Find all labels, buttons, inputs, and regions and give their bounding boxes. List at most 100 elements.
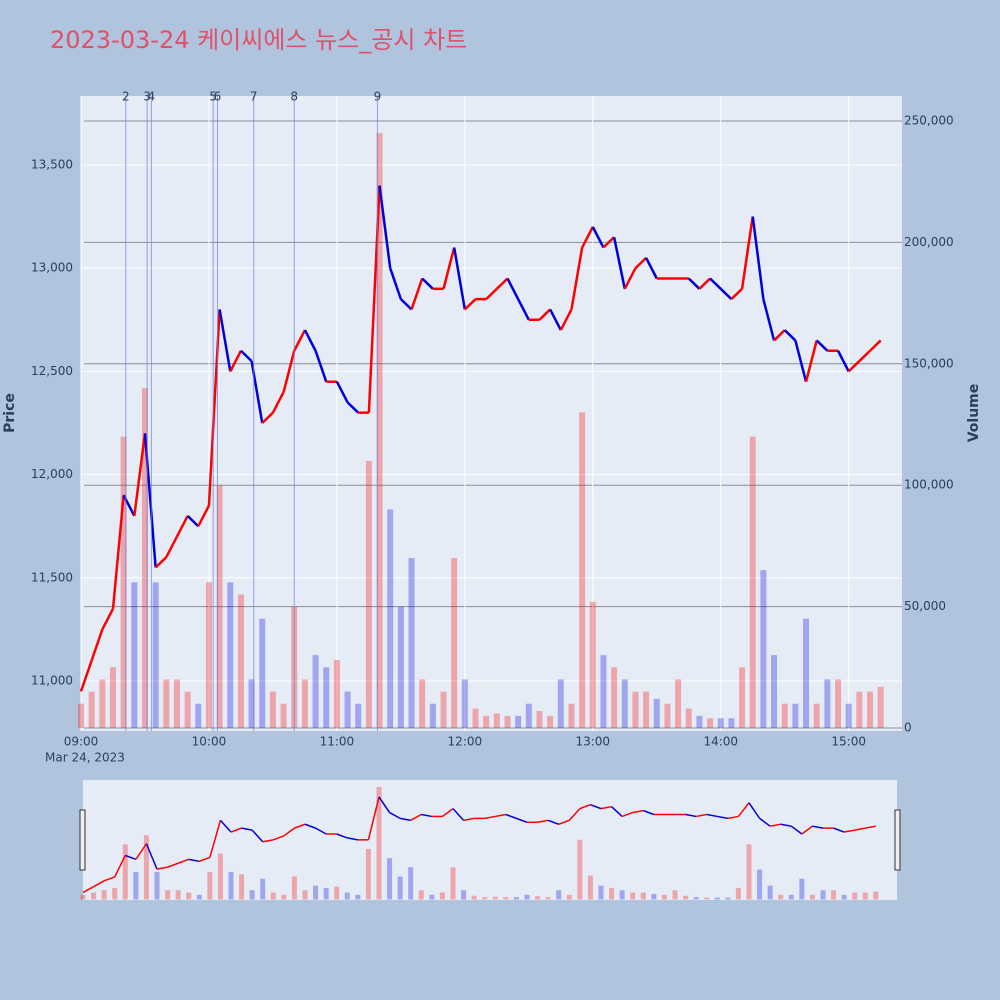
volume-bar	[387, 858, 393, 900]
volume-bar	[862, 892, 868, 900]
price-segment	[421, 813, 432, 818]
volume-bar	[163, 679, 170, 728]
price-segment	[558, 819, 570, 825]
price-segment	[154, 556, 168, 569]
volume-bar	[227, 582, 234, 728]
volume-bar	[536, 711, 543, 728]
volume-bar	[852, 892, 858, 900]
volume-bar	[228, 871, 234, 900]
price-segment	[410, 813, 422, 821]
y2-tick-label: 50,000	[904, 599, 946, 613]
price-segment	[537, 819, 549, 824]
volume-bar	[556, 890, 562, 900]
volume-bar	[122, 844, 128, 900]
volume-bar	[323, 667, 330, 728]
volume-bar	[835, 679, 842, 728]
price-segment	[547, 819, 559, 825]
volume-bar	[587, 875, 593, 900]
volume-bar	[239, 874, 245, 900]
range-slider[interactable]	[83, 780, 897, 900]
volume-bar	[714, 897, 720, 900]
price-segment	[240, 349, 253, 362]
price-segment	[135, 843, 148, 860]
price-segment	[93, 880, 105, 888]
slider-handle[interactable]	[79, 809, 86, 871]
price-segment	[378, 185, 392, 269]
volume-bar	[101, 890, 107, 900]
y2-tick-label: 100,000	[904, 478, 954, 492]
price-segment	[644, 257, 658, 280]
price-segment	[165, 535, 179, 558]
price-segment	[262, 839, 274, 843]
y-tick-label: 12,500	[31, 364, 73, 378]
volume-bar	[216, 485, 223, 728]
price-segment	[293, 329, 307, 352]
price-segment	[294, 823, 306, 829]
y2-tick-label: 250,000	[904, 114, 954, 128]
volume-bar	[408, 558, 415, 728]
volume-bar	[696, 715, 703, 728]
volume-bar	[739, 667, 746, 728]
price-segment	[623, 267, 637, 290]
volume-bar	[133, 871, 139, 900]
price-segment	[336, 833, 348, 839]
volume-bar	[504, 715, 511, 728]
price-segment	[516, 817, 528, 823]
volume-bar	[492, 896, 498, 900]
volume-bar	[515, 715, 522, 728]
volume-bar	[760, 570, 767, 728]
price-segment	[719, 287, 733, 301]
price-segment	[82, 886, 94, 894]
volume-bar	[841, 894, 847, 900]
event-label: 5	[209, 90, 217, 104]
volume-bar	[693, 897, 699, 900]
price-segment	[114, 855, 126, 878]
y2-tick-label: 0	[904, 720, 912, 734]
volume-bar	[788, 894, 794, 900]
volume-bar	[503, 897, 509, 900]
price-segment	[706, 813, 718, 818]
x-tick-label: 10:00	[192, 735, 227, 749]
x-tick-label: 14:00	[703, 735, 738, 749]
price-segment	[463, 817, 475, 822]
price-segment	[219, 819, 232, 833]
price-segment	[186, 514, 200, 528]
volume-bar	[664, 703, 671, 728]
price-segment	[538, 308, 552, 321]
slider-handle[interactable]	[894, 809, 901, 871]
price-segment	[156, 866, 168, 870]
price-segment	[836, 350, 850, 372]
volume-bar	[112, 887, 118, 900]
price-segment	[335, 381, 349, 403]
volume-bar	[196, 894, 202, 900]
volume-bar	[728, 718, 735, 728]
volume-bar	[757, 869, 763, 900]
x-tick-label: 11:00	[320, 735, 355, 749]
volume-bar	[365, 848, 371, 900]
volume-bar	[419, 679, 426, 728]
event-label: 6	[214, 90, 222, 104]
volume-bar	[566, 894, 572, 900]
volume-bar	[291, 876, 297, 900]
price-segment	[273, 835, 285, 841]
volume-bar	[120, 436, 127, 728]
volume-bar	[799, 878, 805, 900]
price-segment	[175, 515, 189, 538]
volume-bar	[630, 892, 636, 900]
price-segment	[188, 858, 200, 863]
price-segment	[611, 806, 623, 817]
price-segment	[452, 808, 465, 821]
volume-bar	[781, 703, 788, 728]
volume-bar	[165, 890, 171, 900]
volume-bar	[440, 691, 447, 728]
price-segment	[847, 360, 861, 373]
volume-bar	[771, 655, 778, 728]
price-segment	[125, 854, 137, 861]
volume-bar	[661, 894, 667, 900]
price-segment	[634, 256, 647, 270]
price-segment	[698, 277, 711, 290]
price-segment	[730, 287, 743, 301]
price-segment	[452, 247, 467, 310]
volume-bar	[803, 618, 810, 728]
volume-bar	[131, 582, 138, 728]
